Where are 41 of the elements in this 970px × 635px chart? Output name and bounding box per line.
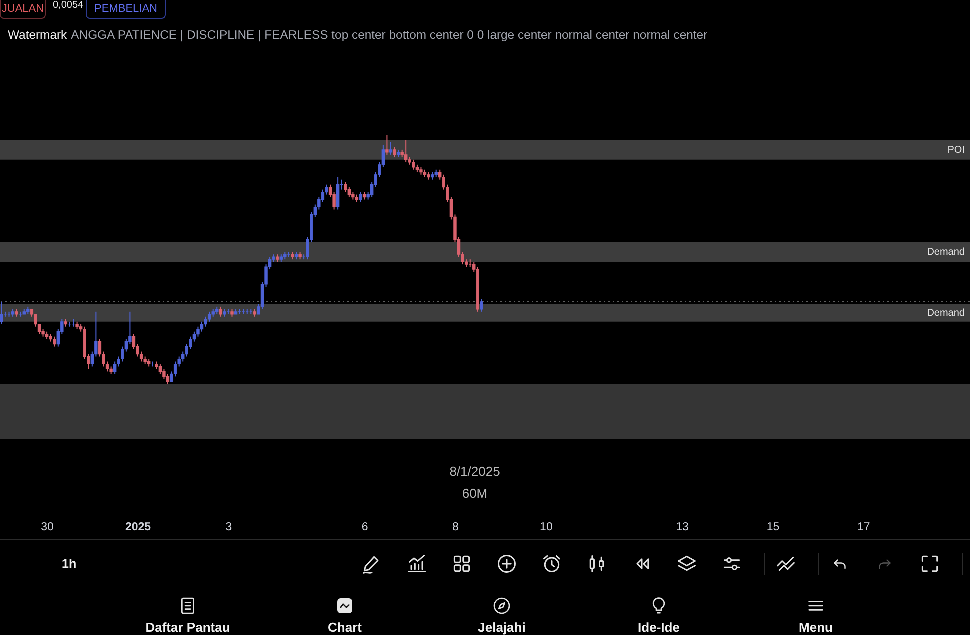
band-label: Demand — [927, 247, 965, 258]
text: PEMBELIAN — [94, 3, 158, 15]
text: Chart — [328, 620, 362, 635]
x-tick-label: 10 — [540, 522, 553, 534]
candlestick — [393, 146, 396, 158]
x-tick-label: 6 — [362, 522, 368, 534]
x-tick-label: 2025 — [125, 522, 152, 534]
candlestick — [53, 336, 56, 348]
text: JUALAN — [2, 3, 44, 15]
text: Watermark — [8, 28, 68, 42]
candlestick — [166, 374, 170, 385]
candlestick — [389, 142, 393, 156]
candlestick — [480, 298, 484, 312]
text: Daftar Pantau — [146, 620, 230, 635]
text: Ide-Ide — [638, 620, 680, 635]
candlestick — [113, 361, 117, 375]
candlestick — [359, 192, 362, 203]
candlestick — [158, 364, 162, 375]
x-tick-label: 3 — [226, 522, 232, 534]
text: Jelajahi — [478, 620, 526, 635]
text: 60M — [462, 486, 488, 501]
candlestick — [0, 301, 4, 325]
candlestick — [412, 159, 416, 170]
x-tick-label: 15 — [766, 522, 780, 534]
x-tick-label: 8 — [452, 522, 459, 534]
text: ANGGA PATIENCE | DISCIPLINE | FEARLESS top center bottom center 0 0 large center normal center normal center — [71, 28, 708, 42]
candlestick — [200, 321, 204, 332]
candlestick — [386, 134, 389, 156]
x-tick-label: 30 — [41, 522, 54, 534]
text: 1h — [62, 557, 77, 571]
candlestick — [404, 139, 408, 163]
band-label: Demand — [927, 308, 965, 320]
text: 0,0054 — [53, 0, 84, 11]
text: 8/1/2025 — [450, 464, 500, 479]
candlestick — [348, 186, 352, 198]
x-tick-label: 17 — [858, 522, 870, 534]
band-label: POI — [948, 144, 965, 156]
candlestick — [336, 176, 340, 210]
x-tick-label: 13 — [676, 522, 689, 534]
candlestick — [219, 306, 223, 318]
text: Menu — [799, 620, 833, 635]
